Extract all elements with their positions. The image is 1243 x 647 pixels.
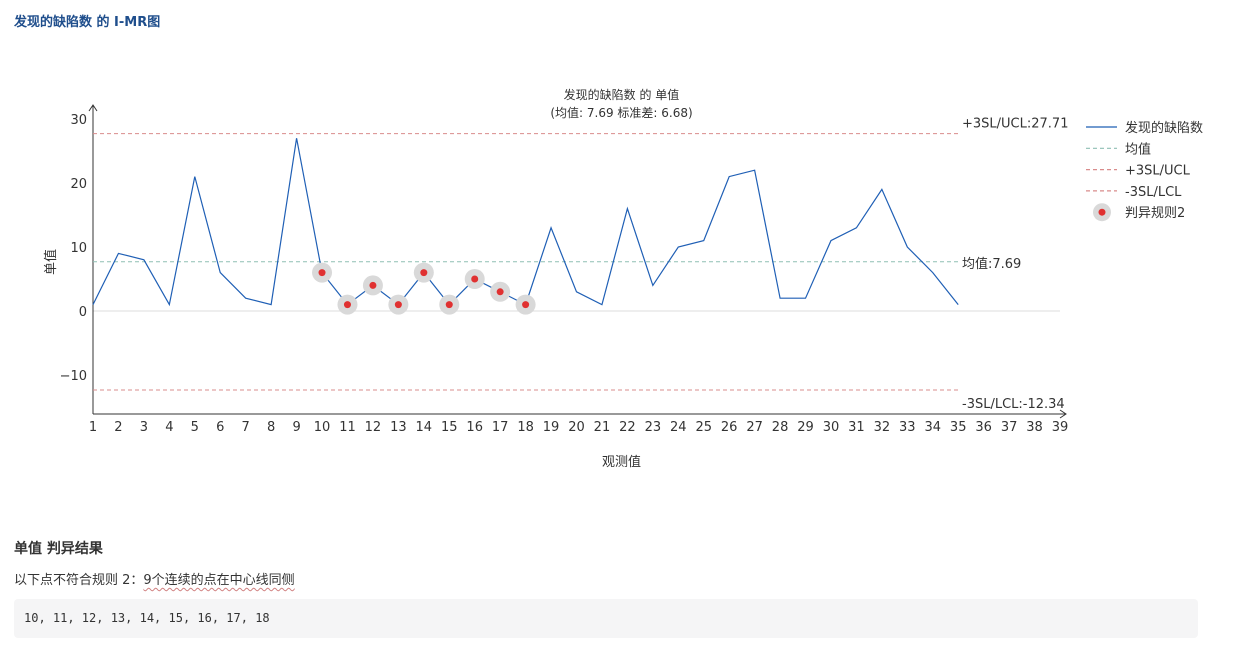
rule2-point: [445, 301, 453, 309]
x-tick-label: 9: [292, 420, 300, 435]
x-tick-label: 17: [492, 420, 509, 435]
x-tick-label: 2: [114, 420, 122, 435]
series-line: [92, 138, 959, 307]
y-axis-label: 单值: [43, 249, 59, 275]
x-tick-label: 7: [242, 420, 250, 435]
x-tick-label: 8: [267, 420, 275, 435]
legend-label: +3SL/UCL: [1125, 164, 1191, 179]
x-tick-label: 15: [441, 420, 458, 435]
x-tick-label: 5: [191, 420, 199, 435]
violation-points-box: 10, 11, 12, 13, 14, 15, 16, 17, 18: [14, 599, 1198, 638]
x-tick-label: 39: [1052, 420, 1069, 435]
page-title: 发现的缺陷数 的 I-MR图: [14, 15, 161, 30]
legend-label: 判异规则2: [1125, 206, 1185, 221]
rule2-point: [496, 288, 504, 296]
chart-subtitle: (均值: 7.69 标准差: 6.68): [550, 105, 692, 120]
x-tick-label: 27: [746, 420, 763, 435]
x-tick-label: 14: [416, 420, 433, 435]
x-tick-label: 13: [390, 420, 407, 435]
result-description: 以下点不符合规则 2：9个连续的点在中心线同侧: [14, 569, 295, 588]
legend-label: -3SL/LCL: [1125, 185, 1182, 200]
x-tick-label: 10: [314, 420, 331, 435]
result-prefix: 以下点不符合规则 2：: [14, 573, 144, 588]
x-tick-label: 30: [823, 420, 840, 435]
x-tick-label: 23: [645, 420, 662, 435]
x-tick-label: 20: [568, 420, 585, 435]
x-tick-label: 36: [975, 420, 992, 435]
result-section-title: 单值 判异结果: [14, 541, 103, 557]
rule2-point: [369, 281, 377, 289]
rule2-point: [343, 301, 351, 309]
x-tick-label: 26: [721, 420, 738, 435]
violation-points: 10, 11, 12, 13, 14, 15, 16, 17, 18: [24, 611, 270, 625]
x-tick-label: 37: [1001, 420, 1018, 435]
x-tick-label: 29: [797, 420, 814, 435]
x-tick-label: 35: [950, 420, 967, 435]
x-tick-label: 18: [517, 420, 534, 435]
y-axis-arrow: [88, 104, 98, 112]
x-tick-label: 11: [339, 420, 356, 435]
x-tick-label: 33: [899, 420, 916, 435]
legend-label: 发现的缺陷数: [1125, 120, 1203, 136]
x-tick-label: 32: [874, 420, 891, 435]
x-tick-label: 22: [619, 420, 636, 435]
x-tick-label: 6: [216, 420, 224, 435]
rule2-point: [394, 301, 402, 309]
y-tick-label: 20: [70, 177, 87, 192]
x-tick-label: 19: [543, 420, 560, 435]
x-tick-label: 28: [772, 420, 789, 435]
y-tick-label: 10: [70, 241, 87, 256]
rule2-point: [318, 269, 326, 277]
legend-swatch: [1098, 208, 1106, 216]
x-tick-label: 21: [594, 420, 611, 435]
x-tick-label: 25: [695, 420, 712, 435]
rule2-point: [522, 301, 530, 309]
y-tick-label: 0: [79, 305, 87, 320]
reference-line-label: 均值:7.69: [962, 256, 1021, 272]
x-tick-label: 1: [89, 420, 97, 435]
x-tick-label: 38: [1026, 420, 1043, 435]
reference-line-label: +3SL/UCL:27.71: [962, 117, 1068, 132]
rule2-point: [471, 275, 479, 283]
chart-title: 发现的缺陷数 的 单值: [564, 87, 680, 102]
rule2-point: [420, 269, 428, 277]
x-tick-label: 16: [466, 420, 483, 435]
x-axis-label: 观测值: [602, 454, 641, 470]
y-tick-label: −10: [60, 369, 87, 384]
y-tick-label: 30: [70, 113, 87, 128]
reference-line-label: -3SL/LCL:-12.34: [962, 397, 1065, 412]
x-axis-arrow: [1059, 409, 1067, 419]
i-chart: 发现的缺陷数 的 单值 (均值: 7.69 标准差: 6.68) 30 20 10 0 −1…: [43, 87, 1203, 470]
x-tick-label: 34: [924, 420, 941, 435]
x-tick-label: 12: [365, 420, 382, 435]
x-tick-label: 4: [165, 420, 173, 435]
result-rule-text: 9个连续的点在中心线同侧: [143, 573, 295, 588]
x-tick-label: 31: [848, 420, 865, 435]
x-tick-label: 24: [670, 420, 687, 435]
legend-label: 均值: [1125, 141, 1151, 157]
x-tick-label: 3: [140, 420, 148, 435]
